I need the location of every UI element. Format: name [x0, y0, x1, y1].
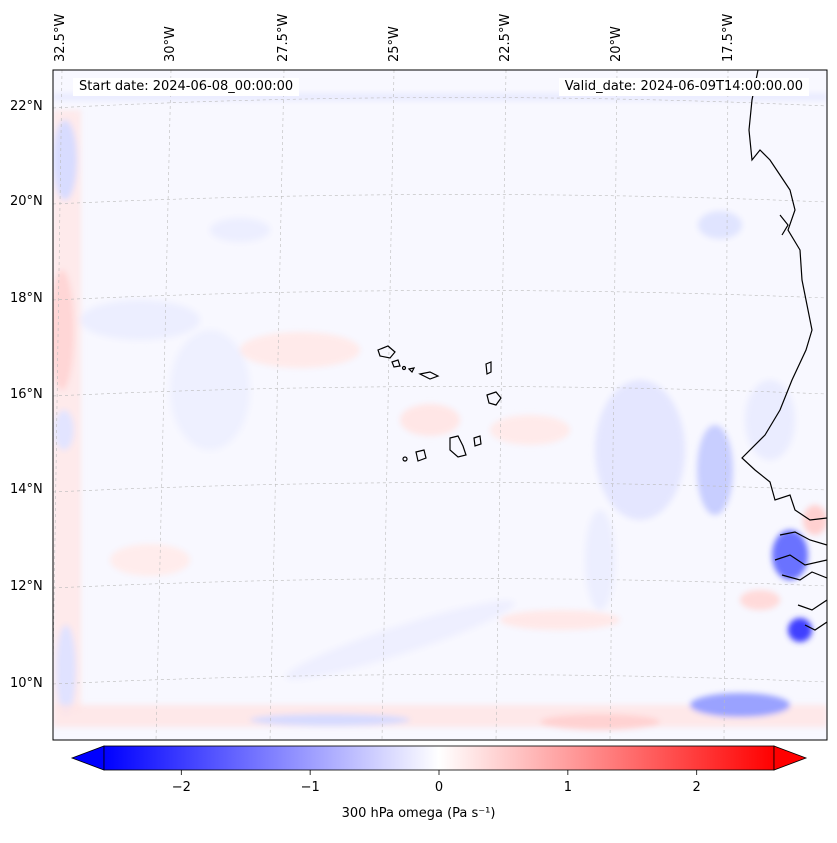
lat-label: 10°N: [10, 676, 43, 691]
graticule: [53, 70, 827, 740]
colorbar-tick-label: 2: [692, 780, 701, 795]
colorbar-extend-high: [773, 745, 808, 771]
lat-label: 16°N: [10, 387, 43, 402]
valid-date-label: Valid_date: 2024-06-09T14:00:00.00: [558, 78, 809, 96]
lon-label: 22.5°W: [498, 13, 513, 62]
colorbar-extend-low: [70, 745, 105, 771]
lat-label: 18°N: [10, 291, 43, 306]
colorbar: [70, 745, 808, 775]
colorbar-tick-label: 1: [563, 780, 572, 795]
omega-field: [53, 94, 827, 730]
lon-label: 20°W: [609, 26, 624, 62]
colorbar-label: 300 hPa omega (Pa s⁻¹): [341, 806, 496, 821]
plot-frame: [52, 69, 828, 741]
coastline: [741, 70, 827, 631]
colorbar-bar: [103, 745, 775, 771]
colorbar-tick-label: −1: [300, 780, 320, 795]
lon-label: 25°W: [387, 26, 402, 62]
colorbar-tick-label: −2: [171, 780, 191, 795]
colorbar-tick-label: 0: [434, 780, 444, 795]
cape-verde-islands: [377, 345, 502, 462]
lon-label: 32.5°W: [53, 13, 68, 62]
lon-label: 17.5°W: [721, 13, 736, 62]
lon-label: 27.5°W: [276, 13, 291, 62]
lat-label: 14°N: [10, 482, 43, 497]
lat-label: 20°N: [10, 194, 43, 209]
lon-label: 30°W: [163, 26, 178, 62]
lat-label: 22°N: [10, 99, 43, 114]
lat-label: 12°N: [10, 579, 43, 594]
start-date-label: Start date: 2024-06-08_00:00:00: [73, 78, 300, 96]
